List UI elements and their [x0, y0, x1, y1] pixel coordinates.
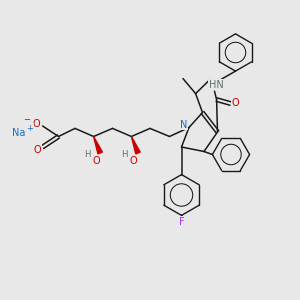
Polygon shape [94, 136, 102, 154]
Text: Na: Na [12, 128, 25, 139]
Text: H: H [84, 150, 90, 159]
Text: F: F [179, 217, 184, 227]
Text: +: + [26, 124, 33, 133]
Text: −: − [23, 115, 31, 124]
Text: HN: HN [208, 80, 224, 90]
Text: O: O [32, 118, 40, 129]
Text: O: O [92, 155, 100, 166]
Text: N: N [180, 119, 187, 130]
Text: H: H [122, 150, 128, 159]
Text: O: O [130, 155, 138, 166]
Text: O: O [33, 145, 41, 155]
Text: O: O [232, 98, 240, 108]
Polygon shape [131, 136, 140, 154]
